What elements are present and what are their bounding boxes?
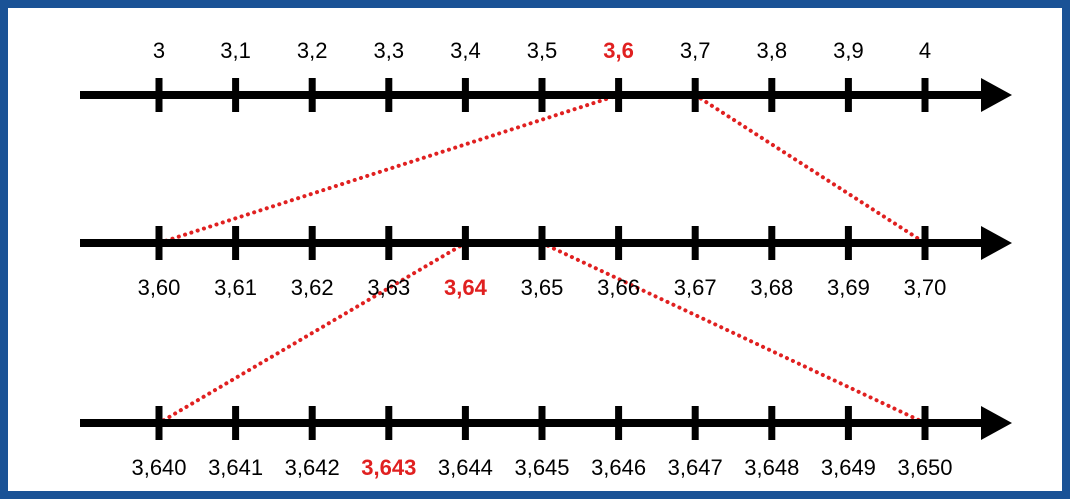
arrow-head-icon (981, 406, 1012, 440)
zoom-connector-line (693, 93, 927, 245)
tick-label: 3,60 (138, 275, 181, 300)
tick-label: 3,7 (680, 38, 711, 63)
zoom-connectors (157, 93, 927, 425)
tick-label: 3,70 (904, 275, 947, 300)
tick-label: 3,66 (597, 275, 640, 300)
tick-label: 3,642 (285, 455, 340, 480)
number-line-tenths: 3 3,1 3,2 3,3 3,4 3,5 3,6 3,7 3,8 3,9 4 (80, 38, 1012, 112)
tick-label: 3 (153, 38, 165, 63)
zoom-connector-line (157, 93, 621, 245)
arrow-head-icon (981, 78, 1012, 112)
tick-label: 3,63 (367, 275, 410, 300)
tick-label: 3,649 (821, 455, 876, 480)
tick-label: 4 (919, 38, 931, 63)
tick-label: 3,3 (374, 38, 405, 63)
tick-label: 3,650 (897, 455, 952, 480)
tick-label: 3,62 (291, 275, 334, 300)
tick-label: 3,1 (220, 38, 251, 63)
number-lines: 3 3,1 3,2 3,3 3,4 3,5 3,6 3,7 3,8 3,9 43,60 3,61 3,6… (80, 38, 1012, 480)
arrow-head-icon (981, 226, 1012, 260)
number-line-thousandths: 3,640 3,641 3,642 3,643 3,644 3,645 3,646 3,647… (80, 406, 1012, 480)
tick-label: 3,67 (674, 275, 717, 300)
tick-label: 3,8 (757, 38, 788, 63)
zoom-connector-line (157, 241, 468, 425)
tick-label: 3,644 (438, 455, 493, 480)
tick-label-highlight: 3,64 (444, 275, 488, 300)
tick-label: 3,69 (827, 275, 870, 300)
tick-label: 3,645 (514, 455, 569, 480)
tick-label: 3,647 (668, 455, 723, 480)
tick-label: 3,65 (521, 275, 564, 300)
tick-label-highlight: 3,6 (603, 38, 634, 63)
tick-label: 3,648 (744, 455, 799, 480)
tick-label: 3,61 (214, 275, 257, 300)
tick-label: 3,2 (297, 38, 328, 63)
tick-label-highlight: 3,643 (361, 455, 416, 480)
tick-label: 3,646 (591, 455, 646, 480)
tick-label: 3,5 (527, 38, 558, 63)
tick-label: 3,4 (450, 38, 481, 63)
tick-label: 3,641 (208, 455, 263, 480)
tick-label: 3,68 (750, 275, 793, 300)
zoom-connector-line (540, 241, 927, 425)
number-line-hundredths: 3,60 3,61 3,62 3,63 3,64 3,65 3,66 3,67 3,68 3,69… (80, 226, 1012, 300)
tick-label: 3,9 (833, 38, 864, 63)
tick-label: 3,640 (131, 455, 186, 480)
